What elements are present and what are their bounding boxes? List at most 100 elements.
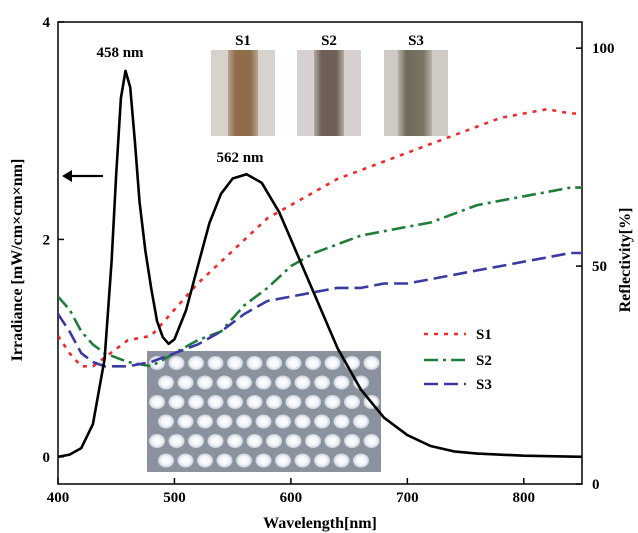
y-right-tick-label: 0 [592,477,600,493]
led-dot [158,453,174,468]
led-dot [305,356,321,370]
led-dot [149,395,165,409]
x-tick-label: 800 [513,490,536,506]
led-dot [149,434,165,448]
led-dot [207,356,224,370]
led-dot [207,434,224,448]
led-dot [197,414,213,429]
led-dot [324,395,341,409]
led-dot [353,453,369,468]
irradiance-line [58,69,582,459]
y-axis-left-title: Irradiance [mW/cm×cm×nm] [9,159,26,362]
led-dot [363,356,380,370]
led-dot [333,453,350,468]
led-dot [197,453,213,468]
led-dot [246,356,263,370]
led-dot [158,375,174,390]
axes: 400 500 600 700 800 0 2 4 0 50 100 [43,15,615,506]
led-dot [158,414,174,429]
led-dot [227,395,243,409]
led-dot [305,395,321,409]
photo-s1 [211,50,275,136]
led-dot [266,434,282,448]
photo-label-s3: S3 [408,33,424,49]
led-dot [255,375,272,390]
left-arrow-icon [62,170,103,182]
led-array-photo [147,351,381,472]
led-dot [285,395,302,409]
led-dot [294,414,311,429]
y-left-tick-label: 4 [43,15,51,31]
led-dot [188,395,204,409]
legend-label-s1: S1 [476,327,492,343]
led-dot [285,356,302,370]
led-dot [168,395,185,409]
legend-label-s2: S2 [476,353,492,369]
x-tick-label: 600 [280,490,303,506]
photo-s2 [297,50,361,136]
led-dot [216,453,233,468]
led-dot [333,375,350,390]
led-dot [294,375,311,390]
led-dot [246,434,263,448]
photo-s3 [384,50,448,136]
peak-label-458: 458 nm [96,45,144,61]
legend: S1 S2 S3 [424,327,492,393]
led-dot [236,414,252,429]
led-dot [177,453,194,468]
led-dot [324,434,341,448]
y-left-tick-label: 0 [43,450,51,466]
led-dot [275,375,291,390]
led-dot [285,434,302,448]
led-dot [324,356,341,370]
led-dot [314,414,330,429]
led-dot [305,434,321,448]
led-dot [294,453,311,468]
led-dot [255,453,272,468]
led-dot [207,395,224,409]
led-dot [353,375,369,390]
led-dot [353,414,369,429]
led-dot [266,356,282,370]
led-dot [333,414,350,429]
led-dot [168,356,185,370]
x-tick-label: 500 [163,490,186,506]
led-dot [314,375,330,390]
photo-label-s2: S2 [321,33,337,49]
led-dot [344,395,360,409]
legend-label-s3: S3 [476,377,492,393]
led-dot [227,356,243,370]
led-dot [236,375,252,390]
led-dot [255,414,272,429]
series-layer [58,69,582,459]
peak-label-562: 562 nm [216,150,264,166]
series-s2-line [58,186,582,368]
x-axis-title: Wavelength[nm] [263,515,377,532]
led-dot [188,434,204,448]
y-right-tick-label: 50 [592,259,607,275]
led-dot [216,414,233,429]
led-dot [177,375,194,390]
led-dot [168,434,185,448]
led-dot [275,453,291,468]
x-tick-label: 400 [47,490,70,506]
led-dot [266,395,282,409]
led-dot [188,356,204,370]
x-tick-label: 700 [396,490,419,506]
led-dot [216,375,233,390]
led-dot [177,414,194,429]
led-dot [314,453,330,468]
y-left-tick-label: 2 [43,232,51,248]
led-dot [227,434,243,448]
y-right-tick-label: 100 [592,41,615,57]
series-s3-line [58,251,582,368]
led-dot [275,414,291,429]
led-dot [344,434,360,448]
led-dot [246,395,263,409]
sample-photos: S1 S2 S3 [211,33,448,136]
led-dot [197,375,213,390]
led-dot [236,453,252,468]
photo-label-s1: S1 [235,33,251,49]
y-axis-right-title: Reflectivity[%] [617,208,634,313]
